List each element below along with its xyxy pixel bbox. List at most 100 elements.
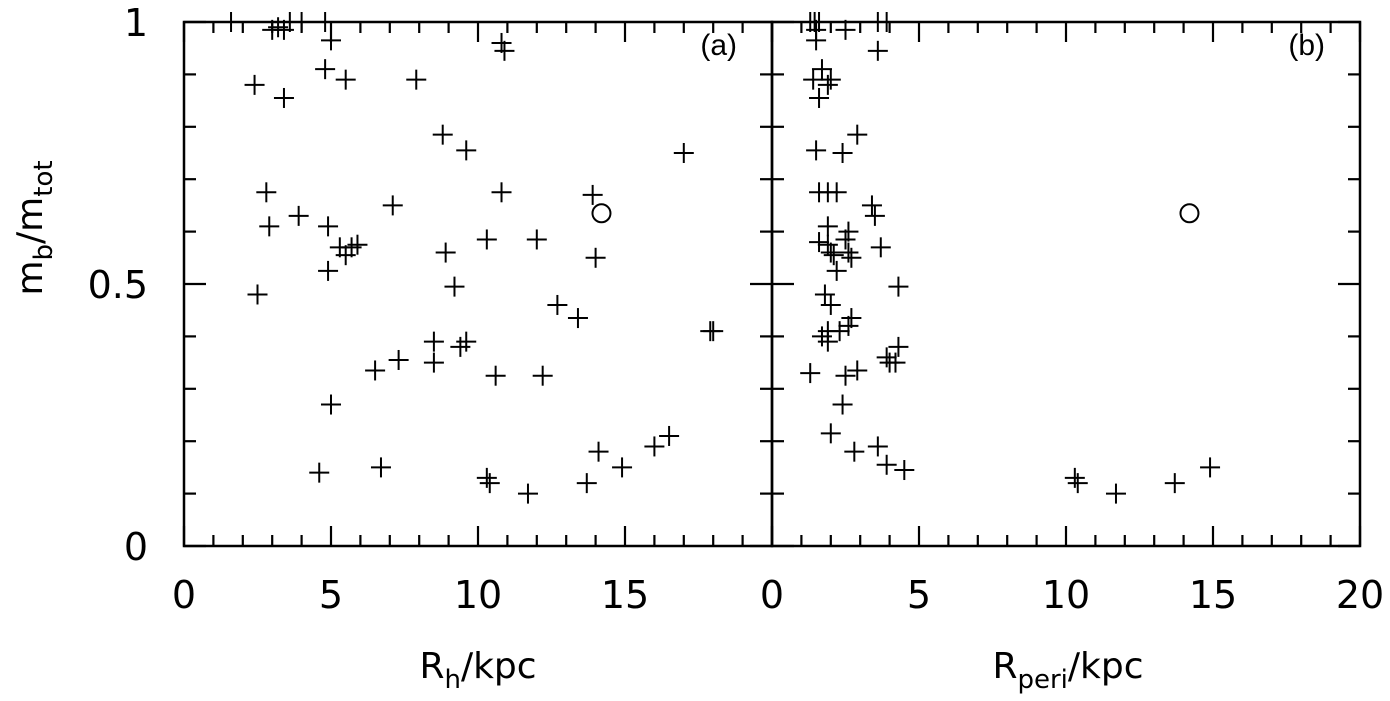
plus-marker xyxy=(476,229,497,250)
y-tick-label: 0 xyxy=(124,525,148,569)
plus-marker xyxy=(803,69,824,90)
plus-marker xyxy=(582,184,603,205)
x-axis-title-a-sub: h xyxy=(444,665,460,695)
plus-marker xyxy=(517,483,538,504)
plus-marker xyxy=(532,365,553,386)
plus-marker xyxy=(838,242,859,263)
x-tick-label: 15 xyxy=(601,573,649,617)
plus-marker xyxy=(365,360,386,381)
plus-marker xyxy=(485,365,506,386)
plus-marker xyxy=(659,425,680,446)
plus-marker xyxy=(432,124,453,145)
plot-frame-b xyxy=(770,20,1362,548)
data-markers xyxy=(221,12,1221,504)
plus-marker xyxy=(1067,473,1088,494)
plus-marker xyxy=(888,336,909,357)
plus-marker xyxy=(811,59,832,80)
plus-marker xyxy=(885,352,906,373)
plus-marker xyxy=(894,460,915,481)
panel-label-b: (b) xyxy=(1288,29,1325,62)
plus-marker xyxy=(826,182,847,203)
plus-marker xyxy=(817,331,838,352)
plus-marker xyxy=(835,229,856,250)
x-axis-title-b-main: R xyxy=(992,646,1017,687)
plus-marker xyxy=(861,195,882,216)
plus-marker xyxy=(820,242,841,263)
plus-marker xyxy=(800,363,821,384)
plus-marker xyxy=(315,59,336,80)
plus-marker xyxy=(814,284,835,305)
plus-marker xyxy=(479,473,500,494)
plus-marker xyxy=(309,462,330,483)
plus-marker xyxy=(817,216,838,237)
plus-marker xyxy=(612,457,633,478)
plus-marker xyxy=(435,242,456,263)
plus-marker xyxy=(456,140,477,161)
plus-marker xyxy=(817,234,838,255)
plus-marker xyxy=(847,124,868,145)
x-tick-label: 5 xyxy=(319,573,343,617)
plus-marker xyxy=(673,143,694,163)
plus-marker xyxy=(1200,457,1221,478)
plus-marker xyxy=(809,87,830,108)
plus-marker xyxy=(221,12,242,32)
plot-frame-a xyxy=(182,20,774,548)
y-axis-title: mb/mtot xyxy=(10,160,59,295)
x-axis-title-b: Rperi/kpc xyxy=(992,646,1143,695)
panel-label-a: (a) xyxy=(700,29,737,62)
x-tick-label: 10 xyxy=(1042,573,1090,617)
y-tick-label: 0.5 xyxy=(88,263,148,307)
plus-marker xyxy=(244,74,265,95)
plus-marker xyxy=(870,237,891,258)
y-axis-title-mid: /m xyxy=(10,197,51,244)
plus-marker xyxy=(494,40,515,61)
plus-marker xyxy=(864,205,885,226)
plus-marker xyxy=(456,331,477,352)
plus-marker xyxy=(491,32,512,53)
x-axis-title-a-main: R xyxy=(419,646,444,687)
plus-marker xyxy=(838,221,859,242)
plus-marker xyxy=(347,234,368,255)
plus-marker xyxy=(321,30,341,51)
x-axis-title-a: Rh/kpc xyxy=(419,646,536,695)
plus-marker xyxy=(844,441,865,462)
x-tick-label: 0 xyxy=(760,573,784,617)
plus-marker xyxy=(806,30,827,51)
plus-marker xyxy=(318,216,339,237)
plus-marker xyxy=(423,352,444,373)
plus-marker xyxy=(867,40,888,61)
plus-marker xyxy=(1064,467,1085,488)
plus-marker xyxy=(259,216,280,237)
plus-marker xyxy=(1105,483,1126,504)
y-tick-label: 1 xyxy=(124,1,148,45)
plus-marker xyxy=(820,69,841,90)
y-axis-title-sub2: tot xyxy=(29,160,59,196)
plus-marker xyxy=(809,12,830,32)
plus-marker xyxy=(291,12,312,32)
plus-marker xyxy=(888,276,909,297)
plus-marker xyxy=(835,19,856,40)
plus-marker xyxy=(288,205,309,226)
plus-marker xyxy=(273,87,294,108)
plus-marker xyxy=(876,12,897,32)
x-tick-label: 15 xyxy=(1189,573,1237,617)
plus-marker xyxy=(335,69,356,90)
plus-marker xyxy=(809,232,830,253)
plus-marker xyxy=(1164,473,1185,494)
plus-marker xyxy=(841,247,862,268)
plus-marker xyxy=(406,69,427,90)
plus-marker xyxy=(476,467,497,488)
x-tick-label: 0 xyxy=(172,573,196,617)
plus-marker xyxy=(829,321,850,342)
plus-marker xyxy=(588,441,609,462)
plus-marker xyxy=(388,349,409,370)
plus-marker xyxy=(835,365,856,386)
plus-marker xyxy=(450,336,471,357)
y-axis-title-sub1: b xyxy=(29,244,59,261)
x-axis-title-b-suffix: /kpc xyxy=(1068,646,1144,687)
plus-marker xyxy=(576,473,597,494)
plus-marker xyxy=(823,245,844,266)
plus-marker xyxy=(256,182,277,203)
plus-marker xyxy=(382,195,403,216)
plus-marker xyxy=(370,457,391,478)
